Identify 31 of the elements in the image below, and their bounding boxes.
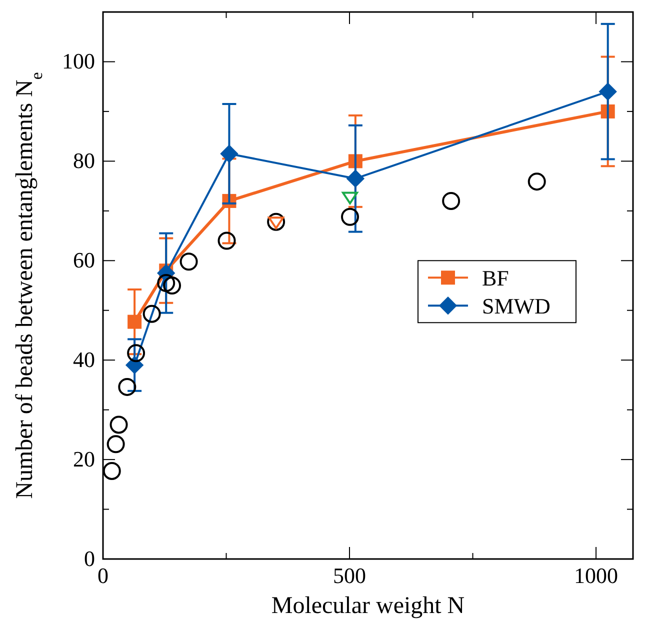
point — [142, 304, 161, 323]
point — [598, 82, 617, 101]
point — [528, 172, 546, 191]
point — [118, 378, 136, 396]
legend-label: SMWD — [482, 294, 550, 319]
y-tick-label: 40 — [73, 347, 95, 372]
y-tick-label: 60 — [73, 248, 95, 273]
point — [346, 169, 365, 188]
point — [342, 192, 358, 204]
point — [341, 208, 360, 226]
x-axis-title: Molecular weight N — [271, 593, 465, 619]
y-tick-label: 20 — [73, 446, 95, 472]
legend-label: BF — [482, 266, 509, 291]
point — [110, 416, 128, 434]
point — [163, 276, 182, 294]
point — [157, 274, 176, 292]
point — [218, 232, 236, 250]
x-tick-label: 500 — [333, 563, 366, 588]
x-tick-label: 1000 — [574, 563, 618, 588]
point — [102, 462, 121, 480]
point — [128, 314, 142, 329]
y-tick-label: 80 — [73, 148, 95, 174]
point — [127, 344, 146, 362]
y-tick-label: 0 — [84, 546, 95, 571]
point — [268, 216, 284, 230]
point — [106, 435, 125, 454]
point — [180, 252, 198, 271]
point — [267, 212, 286, 231]
point — [220, 144, 238, 163]
y-tick-label: 100 — [62, 48, 95, 74]
point — [442, 192, 460, 210]
